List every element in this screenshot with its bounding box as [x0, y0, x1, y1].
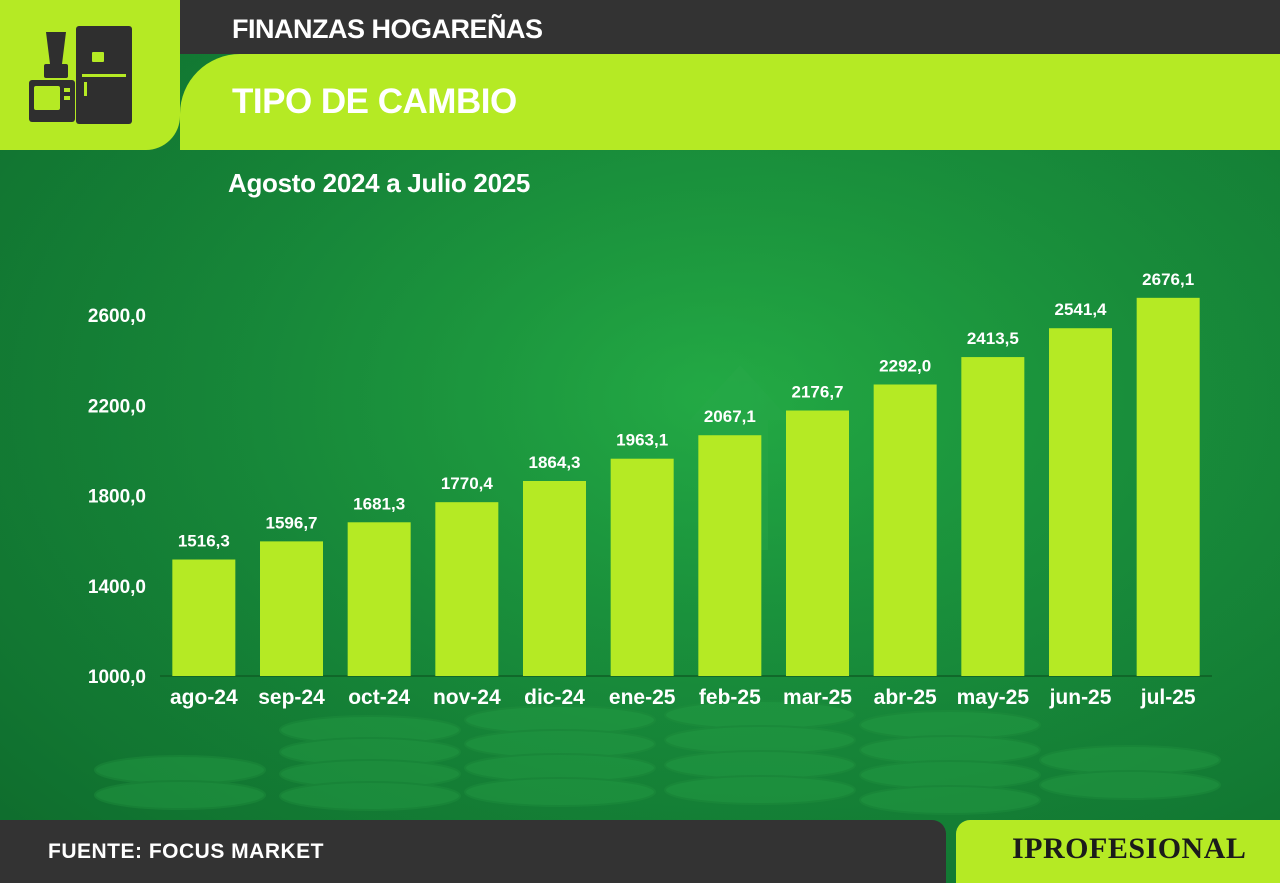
page-title: TIPO DE CAMBIO — [232, 82, 517, 121]
header-top-bar — [180, 0, 1280, 54]
y-tick-label: 2200,0 — [88, 396, 146, 417]
bar-value-label: 1864,3 — [529, 453, 581, 472]
x-axis: ago-24 sep-24 oct-24 nov-24 dic-24 ene-25 feb-… — [170, 686, 1196, 709]
x-tick-label: mar-25 — [783, 686, 852, 709]
bar — [873, 384, 937, 676]
bar — [1049, 328, 1112, 676]
x-tick-label: jul-25 — [1140, 686, 1196, 709]
bar-value-label: 2676,1 — [1142, 270, 1194, 289]
bar-value-label: 2176,7 — [792, 383, 844, 402]
bar — [1136, 297, 1200, 676]
bar-value-label: 2292,0 — [879, 356, 931, 375]
x-tick-label: jun-25 — [1049, 686, 1112, 709]
x-tick-label: abr-25 — [874, 686, 937, 709]
x-tick-label: ene-25 — [609, 686, 676, 709]
bar — [698, 435, 762, 676]
bar — [435, 502, 499, 676]
bar — [347, 522, 411, 676]
bar — [961, 357, 1025, 676]
bar — [523, 480, 586, 676]
bar-value-label: 2067,1 — [704, 407, 756, 426]
brand-logo: IPROFESIONAL — [1012, 832, 1247, 865]
chart-subtitle: Agosto 2024 a Julio 2025 — [228, 168, 531, 198]
home-appliances-icon — [29, 26, 132, 124]
bar-value-label: 1963,1 — [616, 431, 668, 450]
y-tick-label: 1000,0 — [88, 667, 146, 688]
bar — [610, 458, 674, 676]
bar-value-label: 1516,3 — [178, 532, 230, 551]
bar — [260, 541, 323, 676]
bar-value-label: 1681,3 — [353, 494, 405, 513]
y-tick-label: 1400,0 — [88, 577, 146, 598]
bar — [786, 410, 849, 676]
footer-source-bar — [0, 820, 946, 883]
footer-brand-bar — [956, 820, 1280, 883]
y-tick-label: 2600,0 — [88, 306, 146, 327]
x-tick-label: may-25 — [957, 686, 1030, 709]
y-tick-label: 1800,0 — [88, 487, 146, 508]
y-axis: 1000,0 1400,0 1800,0 2200,0 2600,0 — [88, 306, 146, 688]
bar-series — [172, 297, 1200, 676]
x-tick-label: feb-25 — [699, 686, 761, 709]
bar-value-label: 1770,4 — [441, 474, 494, 493]
section-label: FINANZAS HOGAREÑAS — [232, 14, 543, 44]
x-tick-label: oct-24 — [348, 686, 410, 709]
value-labels: 1516,3 1596,7 1681,3 1770,4 1864,3 1963,1 2067… — [178, 270, 1194, 551]
x-tick-label: dic-24 — [524, 686, 585, 709]
header-title-bar — [180, 54, 1280, 150]
bar-value-label: 2541,4 — [1055, 300, 1108, 319]
bar-value-label: 1596,7 — [266, 513, 318, 532]
source-note: FUENTE: FOCUS MARKET — [48, 840, 324, 863]
bar — [172, 559, 236, 676]
x-tick-label: ago-24 — [170, 686, 238, 709]
bar-value-label: 2413,5 — [967, 329, 1019, 348]
header-icon-panel — [0, 0, 180, 150]
x-tick-label: nov-24 — [433, 686, 501, 709]
x-tick-label: sep-24 — [258, 686, 325, 709]
